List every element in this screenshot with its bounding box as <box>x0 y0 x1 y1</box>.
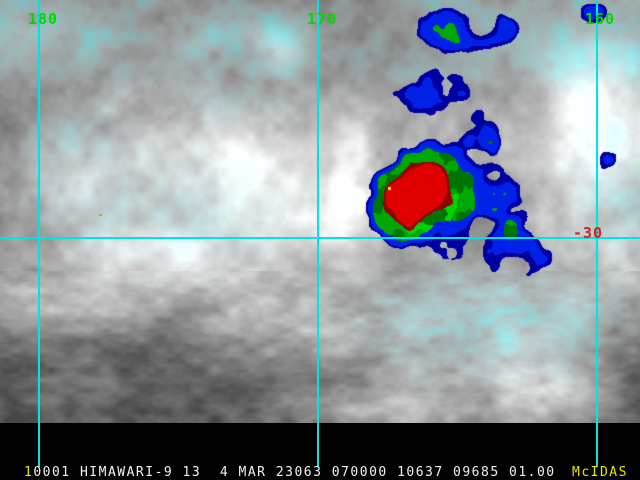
status-bar <box>0 423 640 480</box>
grid-label-180: 180 <box>28 10 59 28</box>
satellite-imagery[interactable] <box>0 0 640 423</box>
grid-meridian-160 <box>596 0 598 467</box>
frame-label: 10001 HIMAWARI-9 13 4 MAR 23063 070000 1… <box>24 466 556 479</box>
grid-parallel--30 <box>0 237 640 239</box>
grid-meridian-170 <box>317 0 319 467</box>
frame-label-text: 0001 HIMAWARI-9 13 4 MAR 23063 070000 10… <box>33 465 556 480</box>
grid-label--30: -30 <box>573 224 604 242</box>
grid-label-170: 170 <box>307 10 338 28</box>
mcidas-brand: McIDAS <box>572 465 628 480</box>
grid-label-160: 160 <box>585 10 616 28</box>
frame-number: 1 <box>24 465 34 480</box>
grid-meridian-180 <box>38 0 40 467</box>
